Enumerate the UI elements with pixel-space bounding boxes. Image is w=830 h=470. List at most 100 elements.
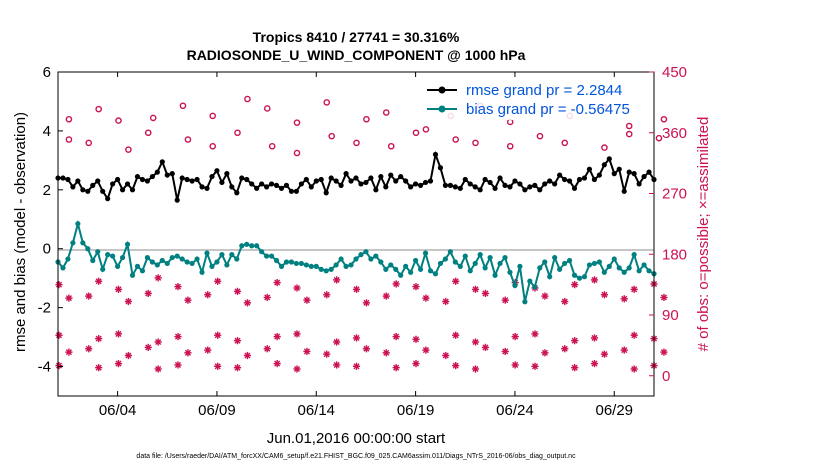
rmse-point <box>234 190 240 196</box>
assimilated-marker <box>293 284 301 292</box>
rmse-point <box>333 178 339 184</box>
rmse-point <box>522 187 528 193</box>
bias-point <box>616 265 622 271</box>
assimilated-marker-stroke <box>571 364 578 371</box>
assimilated-marker <box>65 294 73 302</box>
bias-point <box>527 278 533 284</box>
bias-point <box>323 268 329 274</box>
rmse-point <box>621 188 627 194</box>
assimilated-marker-stroke <box>293 330 301 337</box>
bias-point <box>283 259 290 265</box>
rmse-point <box>636 181 642 187</box>
assimilated-marker <box>571 281 579 289</box>
rmse-point <box>90 182 96 188</box>
assimilated-marker <box>323 291 331 299</box>
assimilated-marker <box>333 276 341 284</box>
assimilated-marker <box>452 277 460 285</box>
bias-point <box>596 259 602 265</box>
bias-point <box>447 249 453 255</box>
legend: rmse grand pr = 2.2844 bias grand pr = -… <box>424 78 648 120</box>
rmse-point <box>204 185 210 191</box>
rmse-point <box>581 175 588 181</box>
rmse-point <box>591 176 598 183</box>
rmse-point <box>442 182 448 188</box>
bias-point <box>264 253 270 259</box>
bias-point <box>219 252 225 258</box>
bias-point <box>457 263 463 269</box>
assimilated-marker <box>362 345 371 353</box>
bias-point <box>581 274 588 280</box>
assimilated-marker-stroke <box>631 332 638 339</box>
assimilated-marker <box>263 345 271 353</box>
assimilated-marker <box>620 346 628 354</box>
bias-point <box>646 268 652 274</box>
assimilated-marker-stroke <box>591 276 598 283</box>
bias-point <box>154 262 160 268</box>
legend-rmse-marker <box>438 86 446 94</box>
rmse-point <box>507 184 513 190</box>
y-right-tick-label: 360 <box>662 125 687 142</box>
rmse-point <box>557 172 563 178</box>
plot-frame <box>57 71 655 397</box>
bias-point <box>164 260 170 267</box>
rmse-point <box>427 178 434 184</box>
bias-point <box>417 266 424 272</box>
assimilated-marker <box>273 360 281 368</box>
assimilated-marker <box>144 289 152 297</box>
legend-bias-label: bias grand pr = -0.56475 <box>466 101 630 118</box>
rmse-point <box>278 185 285 191</box>
possible-marker <box>363 115 370 123</box>
assimilated-marker <box>630 285 638 293</box>
rmse-point <box>60 175 66 181</box>
rmse-point <box>244 176 250 183</box>
assimilated-marker <box>382 292 390 300</box>
rmse-point <box>566 178 573 184</box>
bias-point <box>234 256 240 262</box>
rmse-point <box>95 178 101 184</box>
bias-point <box>532 284 538 290</box>
assimilated-marker <box>630 365 638 373</box>
possible-marker <box>506 142 514 150</box>
assimilated-marker-stroke <box>95 364 102 371</box>
assimilated-marker <box>600 350 609 358</box>
assimilated-marker <box>382 349 390 357</box>
assimilated-marker-stroke <box>244 352 251 359</box>
assimilated-marker-stroke <box>412 336 420 343</box>
possible-marker <box>536 132 544 140</box>
possible-marker <box>422 126 430 133</box>
bias-point <box>115 263 121 269</box>
y-axis-label-left: rmse and bias (model - observation) <box>12 112 29 352</box>
possible-marker <box>125 146 132 153</box>
y-left-tick-label: 0 <box>43 241 51 258</box>
rmse-point <box>189 178 195 184</box>
assimilated-marker-stroke <box>561 298 568 305</box>
assimilated-marker-stroke <box>531 330 539 337</box>
rmse-point <box>596 172 602 178</box>
assimilated-marker-stroke <box>115 330 122 337</box>
bias-point <box>472 260 478 267</box>
rmse-point <box>562 176 568 183</box>
assimilated-marker <box>55 281 63 289</box>
bias-point <box>194 256 200 262</box>
assimilated-marker <box>600 291 609 299</box>
rmse-point <box>571 185 578 191</box>
legend-rmse-label: rmse grand pr = 2.2844 <box>466 82 622 99</box>
obs-count-markers <box>55 95 668 373</box>
possible-marker <box>328 132 336 140</box>
bias-series <box>55 219 657 305</box>
possible-marker <box>625 130 633 138</box>
rmse-point <box>542 181 548 187</box>
y-left-tick-label: 4 <box>43 123 51 140</box>
bias-point <box>547 274 553 280</box>
y-left-tick-label: 2 <box>43 182 51 199</box>
assimilated-marker-stroke <box>55 332 63 339</box>
bias-point <box>348 262 354 268</box>
assimilated-marker <box>481 343 490 351</box>
assimilated-marker <box>392 280 400 288</box>
bias-point <box>611 256 617 262</box>
rmse-point <box>303 176 309 183</box>
bias-point <box>363 249 369 255</box>
assimilated-marker <box>352 334 361 342</box>
assimilated-marker-stroke <box>214 363 221 370</box>
assimilated-marker-stroke <box>393 333 400 340</box>
